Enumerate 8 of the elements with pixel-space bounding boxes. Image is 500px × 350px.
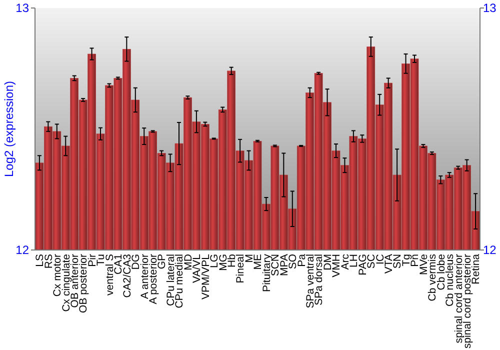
- y-axis-title: Log2 (expression): [2, 80, 16, 178]
- x-tick-label: DG: [130, 254, 142, 270]
- x-tick-label: Arc: [339, 254, 352, 270]
- x-tick-label: RS: [42, 254, 55, 269]
- y2-tick-label: 13: [483, 1, 497, 16]
- x-tick-label: A posterior: [148, 254, 160, 304]
- y2-tick-label: 12: [483, 243, 497, 258]
- x-tick-label: Tg: [400, 254, 412, 266]
